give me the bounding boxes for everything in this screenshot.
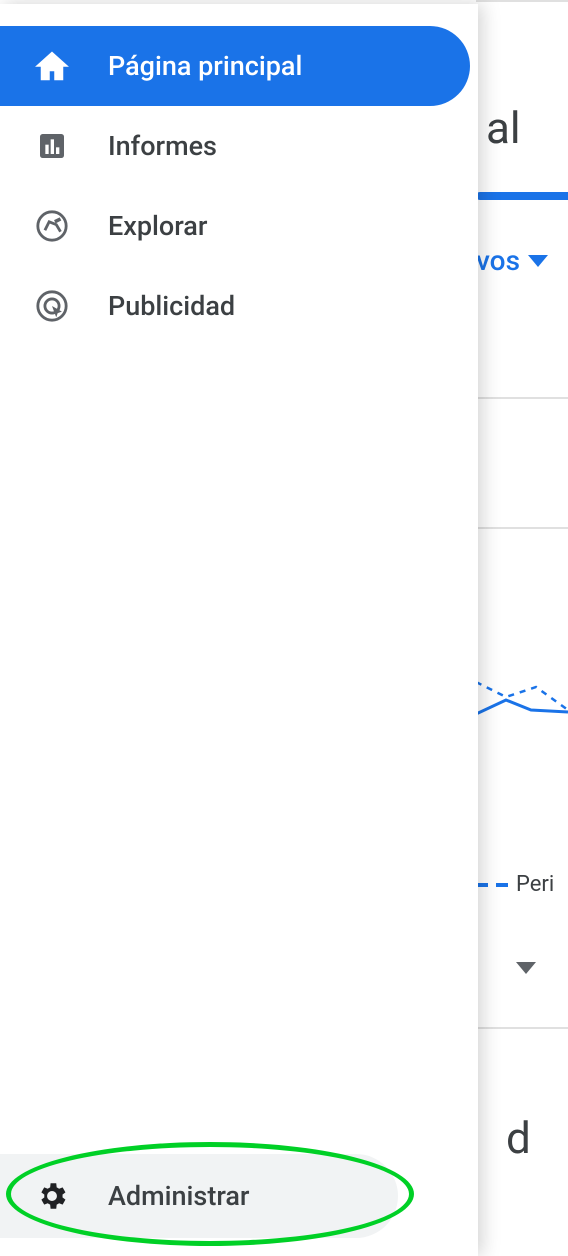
legend-label-fragment: Peri [516,872,554,897]
sidebar-item-admin[interactable]: Administrar [0,1154,398,1238]
target-click-icon [34,288,70,324]
dropdown-fragment[interactable]: vos [476,244,548,277]
sidebar-item-advertising[interactable]: Publicidad [0,266,470,346]
explore-icon [34,208,70,244]
sidebar-menu: Página principal Informes Explorar Publi… [0,4,478,1256]
sidebar-nav-list: Página principal Informes Explorar Publi… [0,4,478,1154]
divider [476,527,568,529]
sidebar-item-label: Página principal [108,50,302,82]
content-backdrop: al vos Peri d [476,0,568,1256]
line-chart-fragment [476,652,568,732]
sidebar-item-label: Explorar [108,210,207,242]
divider [476,397,568,399]
dropdown-label-fragment: vos [476,244,520,277]
sidebar-item-home[interactable]: Página principal [0,26,470,106]
legend-dash-icon [496,883,508,887]
gear-icon [34,1178,70,1214]
divider [476,1027,568,1029]
bar-chart-icon [34,128,70,164]
sidebar-bottom: Administrar [0,1154,478,1256]
chevron-down-icon[interactable] [516,962,536,974]
sidebar-item-explore[interactable]: Explorar [0,186,470,266]
sidebar-item-reports[interactable]: Informes [0,106,470,186]
chevron-down-icon [528,255,548,267]
sidebar-item-label: Publicidad [108,290,235,322]
page-title-fragment: al [486,102,521,154]
sidebar-item-label: Informes [108,130,217,162]
heading-fragment: d [506,1112,531,1164]
sidebar-item-label: Administrar [108,1180,249,1212]
legend-item-fragment: Peri [476,872,554,897]
home-icon [34,48,70,84]
tab-underline [476,192,568,200]
